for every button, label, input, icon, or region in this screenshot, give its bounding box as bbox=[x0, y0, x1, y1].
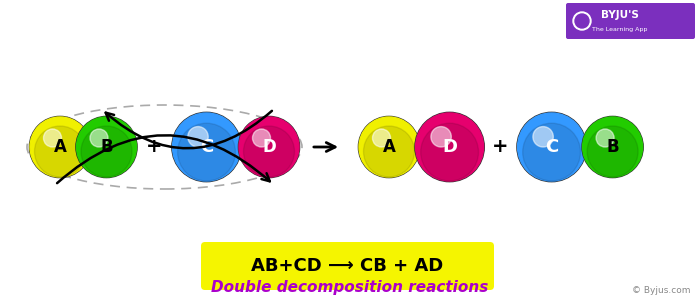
Text: Double decomposition reactions: Double decomposition reactions bbox=[211, 280, 489, 295]
Circle shape bbox=[359, 117, 419, 177]
Circle shape bbox=[363, 126, 414, 177]
Text: A: A bbox=[383, 138, 395, 156]
Circle shape bbox=[587, 126, 638, 177]
Circle shape bbox=[43, 129, 62, 147]
Circle shape bbox=[431, 126, 452, 147]
Text: D: D bbox=[262, 138, 276, 156]
Text: B: B bbox=[100, 138, 113, 156]
Circle shape bbox=[29, 116, 90, 178]
Circle shape bbox=[573, 12, 591, 30]
Circle shape bbox=[81, 126, 132, 177]
Circle shape bbox=[533, 126, 553, 147]
FancyBboxPatch shape bbox=[566, 3, 695, 39]
Text: +: + bbox=[146, 138, 162, 156]
Circle shape bbox=[372, 129, 391, 147]
FancyBboxPatch shape bbox=[201, 242, 494, 290]
Circle shape bbox=[239, 117, 299, 177]
Circle shape bbox=[415, 112, 484, 182]
Circle shape bbox=[421, 123, 479, 181]
Circle shape bbox=[358, 116, 419, 178]
Circle shape bbox=[76, 117, 136, 177]
Circle shape bbox=[90, 129, 108, 147]
Circle shape bbox=[30, 117, 90, 177]
Circle shape bbox=[517, 113, 586, 181]
Text: C: C bbox=[200, 138, 213, 156]
Circle shape bbox=[239, 116, 300, 178]
Circle shape bbox=[517, 112, 587, 182]
Circle shape bbox=[582, 117, 643, 177]
Text: C: C bbox=[545, 138, 558, 156]
Circle shape bbox=[178, 123, 235, 181]
Circle shape bbox=[582, 116, 643, 178]
Text: A: A bbox=[54, 138, 66, 156]
Circle shape bbox=[575, 14, 589, 28]
Circle shape bbox=[253, 129, 270, 147]
Text: D: D bbox=[442, 138, 457, 156]
Text: +: + bbox=[492, 138, 509, 156]
Circle shape bbox=[416, 113, 484, 181]
Circle shape bbox=[596, 129, 614, 147]
Text: The Learning App: The Learning App bbox=[592, 27, 648, 31]
Circle shape bbox=[76, 116, 137, 178]
Text: © Byjus.com: © Byjus.com bbox=[631, 286, 690, 295]
Text: AB+CD ⟶ CB + AD: AB+CD ⟶ CB + AD bbox=[251, 257, 444, 275]
Circle shape bbox=[188, 126, 208, 147]
Text: BYJU'S: BYJU'S bbox=[601, 10, 639, 20]
Circle shape bbox=[523, 123, 580, 181]
Circle shape bbox=[172, 113, 241, 181]
Circle shape bbox=[244, 126, 295, 177]
Circle shape bbox=[34, 126, 85, 177]
Text: B: B bbox=[606, 138, 619, 156]
Circle shape bbox=[172, 112, 242, 182]
